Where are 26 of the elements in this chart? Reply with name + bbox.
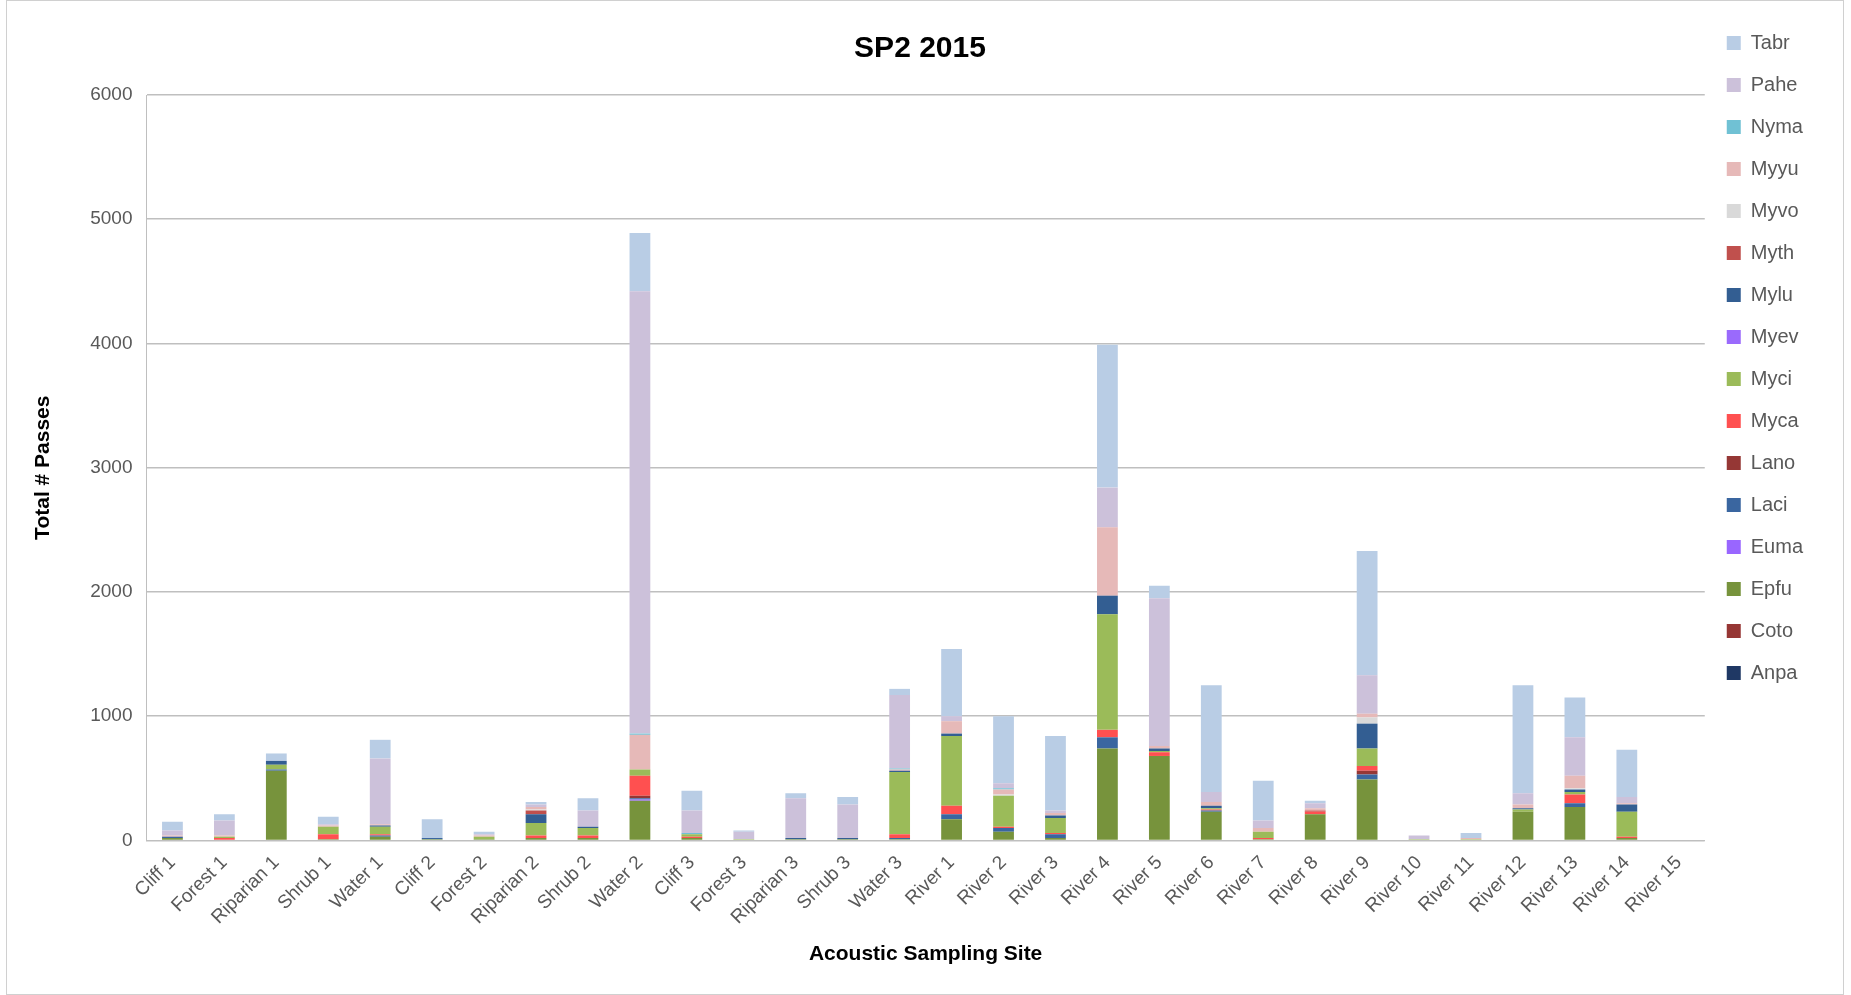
- y-tick-label: 2000: [90, 580, 133, 602]
- legend-label: Laci: [1750, 492, 1788, 515]
- y-axis-title: Total # Passes: [30, 395, 54, 540]
- legend-label: Myci: [1750, 366, 1792, 389]
- y-tick-label: 0: [121, 828, 133, 850]
- x-axis-title: Acoustic Sampling Site: [808, 941, 1043, 965]
- legend-label: Myth: [1750, 240, 1795, 263]
- y-tick-label: 1000: [90, 704, 133, 726]
- legend-label: Mylu: [1750, 282, 1793, 305]
- legend-label: Anpa: [1750, 660, 1799, 683]
- legend-label: Tabr: [1750, 30, 1790, 53]
- legend-label: Myvo: [1750, 198, 1799, 221]
- y-tick-label: 3000: [90, 455, 133, 477]
- legend-label: Myca: [1750, 408, 1800, 431]
- legend-label: Euma: [1750, 534, 1804, 557]
- legend-label: Epfu: [1750, 576, 1792, 599]
- legend-label: Myev: [1750, 324, 1799, 347]
- chart-title: SP2 2015: [854, 30, 986, 64]
- y-tick-label: 5000: [90, 207, 133, 229]
- y-tick-label: 4000: [90, 331, 133, 353]
- legend-label: Lano: [1750, 450, 1796, 473]
- legend-label: Coto: [1750, 618, 1793, 641]
- legend-label: Nyma: [1750, 114, 1804, 137]
- y-tick-label: 6000: [90, 83, 133, 105]
- legend-label: Myyu: [1750, 156, 1799, 179]
- legend-label: Pahe: [1750, 72, 1798, 95]
